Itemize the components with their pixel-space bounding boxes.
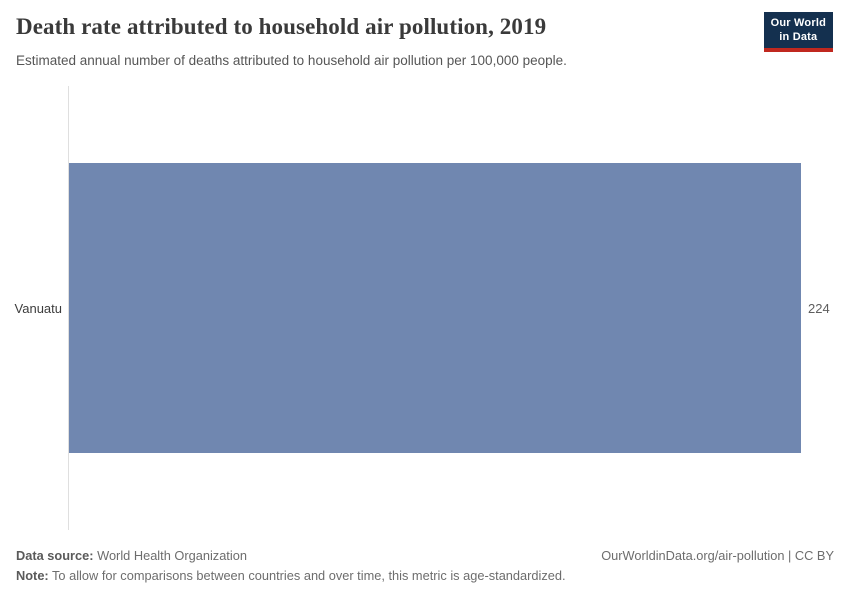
attribution-link[interactable]: OurWorldinData.org/air-pollution | CC BY [601,548,834,563]
chart-subtitle: Estimated annual number of deaths attrib… [16,53,567,68]
y-axis-line [68,86,69,530]
page-title: Death rate attributed to household air p… [16,14,547,39]
note-label: Note: [16,568,49,583]
value-label: 224 [808,300,830,316]
note-line: Note: To allow for comparisons between c… [16,568,834,583]
category-label-vanuatu[interactable]: Vanuatu [14,300,62,316]
data-source-label: Data source: [16,548,94,563]
owid-logo[interactable]: Our World in Data [763,12,833,52]
bar-vanuatu[interactable] [69,163,801,453]
owid-logo-line1: Our World [770,17,826,29]
note-value: To allow for comparisons between countri… [52,568,566,583]
data-source-value: World Health Organization [97,548,247,563]
data-source-line: Data source: World Health Organization [16,548,247,563]
bar-row: Vanuatu 224 [0,163,850,453]
owid-logo-line2: in Data [779,30,818,43]
chart-footer: Data source: World Health Organization O… [16,548,834,583]
